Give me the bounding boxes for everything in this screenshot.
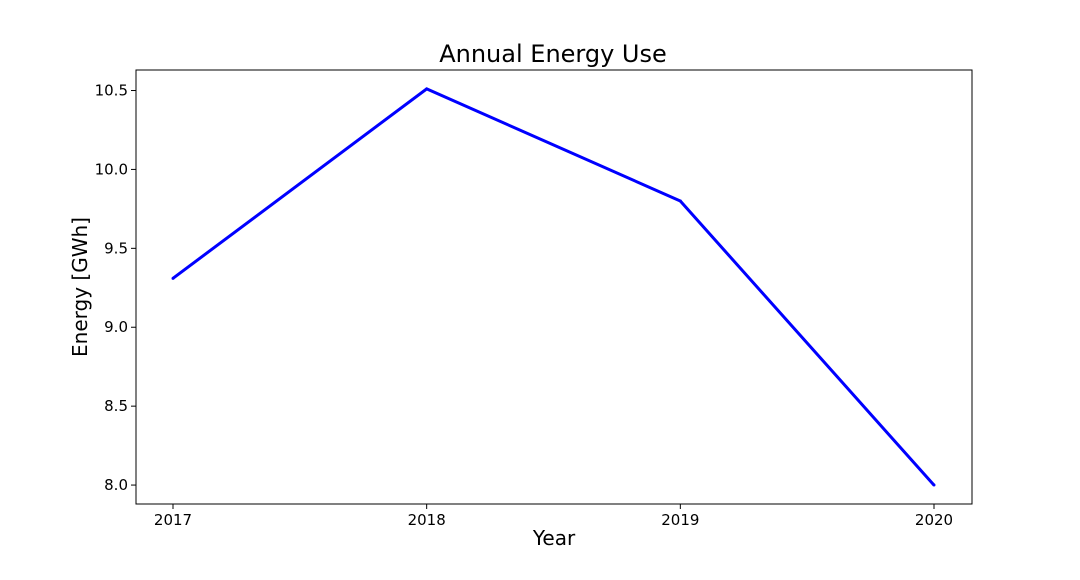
x-tick-label: 2017	[154, 511, 192, 529]
y-tick-label: 10.0	[95, 160, 128, 178]
data-point	[932, 483, 936, 487]
chart-title: Annual Energy Use	[439, 40, 667, 68]
plot-area	[135, 69, 973, 505]
x-tick-label: 2020	[915, 511, 953, 529]
series-line	[172, 87, 936, 487]
y-tick-label: 10.5	[95, 82, 128, 100]
y-tick-label: 8.0	[104, 476, 128, 494]
x-tick-label: 2019	[661, 511, 699, 529]
y-tick-label: 9.5	[104, 239, 128, 257]
x-tick-label: 2018	[408, 511, 446, 529]
y-axis-label: Energy [GWh]	[68, 217, 92, 357]
data-point	[678, 199, 682, 203]
x-axis-label: Year	[532, 526, 576, 550]
data-point	[425, 87, 429, 91]
data-point	[171, 276, 175, 280]
y-tick-label: 8.5	[104, 397, 128, 415]
x-axis: 2017 2018 2019 2020	[154, 504, 953, 529]
series-layer	[171, 87, 936, 487]
y-tick-label: 9.0	[104, 318, 128, 336]
y-axis: 8.0 8.5 9.0 9.5 10.0 10.5	[95, 82, 136, 494]
